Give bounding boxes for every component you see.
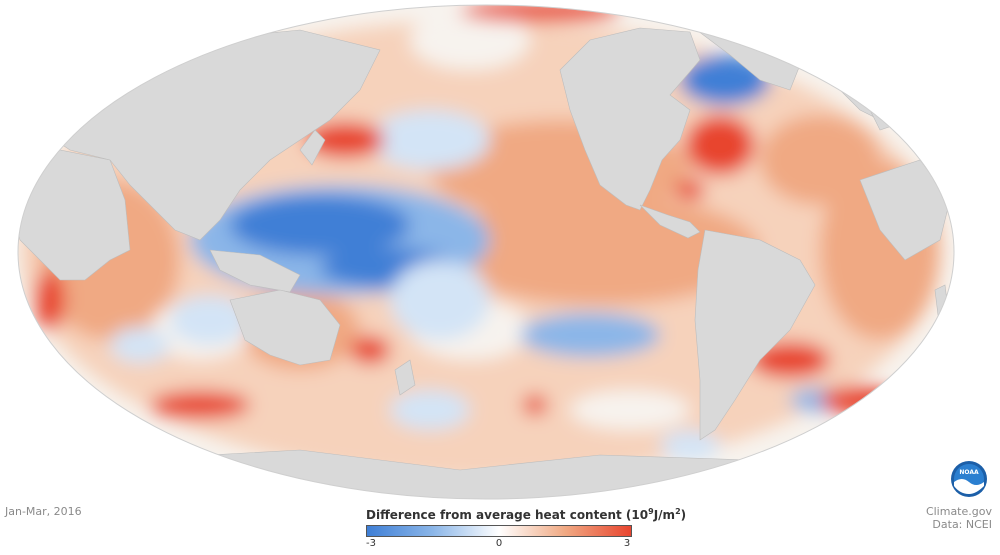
legend-min-label: -3 <box>366 538 376 549</box>
land-africa <box>18 149 131 281</box>
anomaly-patch <box>35 270 65 330</box>
legend-max-label: 3 <box>623 538 631 549</box>
legend-title-exponent: 9 <box>648 507 654 516</box>
land-new-zealand <box>394 359 416 396</box>
land-australia <box>229 289 341 366</box>
anomaly-patch <box>305 122 385 158</box>
credit-data: Data: NCEI <box>932 518 992 531</box>
color-legend: Difference from average heat content (10… <box>366 507 686 551</box>
anomaly-patch <box>750 342 830 378</box>
heat-content-map <box>17 4 955 500</box>
anomaly-patch <box>170 295 250 345</box>
anomaly-patch <box>660 430 720 460</box>
land-japan <box>299 129 326 166</box>
anomaly-patch <box>370 110 490 170</box>
anomaly-patch <box>760 115 880 205</box>
legend-mid-label: 0 <box>495 538 503 549</box>
land-north-america <box>559 27 701 211</box>
date-label: Jan-Mar, 2016 <box>5 505 82 518</box>
anomaly-patch <box>410 10 530 70</box>
anomaly-patch <box>390 260 490 340</box>
anomaly-patch <box>520 313 660 357</box>
anomaly-patch <box>110 327 170 363</box>
anomaly-patch <box>675 180 705 200</box>
credit-block: Climate.gov Data: NCEI <box>926 505 992 531</box>
anomaly-patch <box>230 195 410 255</box>
land-south-america <box>694 229 816 441</box>
legend-title-unit: J/m <box>653 508 676 522</box>
legend-title-exponent-2: 2 <box>675 507 681 516</box>
anomaly-patch <box>685 115 755 175</box>
land-southeast-asia <box>209 249 301 293</box>
legend-title-prefix: Difference from average heat content (10 <box>366 508 649 522</box>
anomaly-patch <box>390 390 470 430</box>
legend-ticks: -3 0 3 <box>366 537 632 551</box>
credit-site: Climate.gov <box>925 505 992 518</box>
legend-title-suffix: ) <box>680 508 687 522</box>
anomaly-patch <box>523 395 547 415</box>
globe-outline <box>17 4 955 500</box>
legend-title: Difference from average heat content (10… <box>366 507 686 522</box>
anomaly-patch <box>350 336 390 364</box>
svg-text:NOAA: NOAA <box>959 469 979 476</box>
anomaly-patch <box>570 390 690 430</box>
legend-color-bar <box>366 525 632 537</box>
land-central-america <box>639 204 701 239</box>
noaa-logo-icon: NOAA <box>951 461 987 497</box>
anomaly-patch <box>150 391 250 419</box>
